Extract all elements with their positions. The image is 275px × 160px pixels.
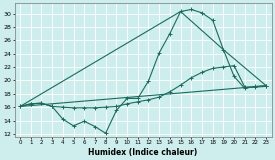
X-axis label: Humidex (Indice chaleur): Humidex (Indice chaleur) xyxy=(89,148,198,156)
